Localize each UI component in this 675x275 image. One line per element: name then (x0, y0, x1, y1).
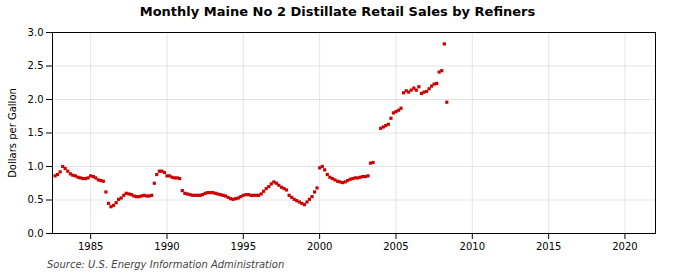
html-text:Monthly Maine No 2 Distillate: Monthly Maine No 2 Distillate Retail Sal… (139, 4, 536, 19)
svg-text:2.5: 2.5 (28, 60, 44, 71)
svg-text:0.0: 0.0 (28, 228, 44, 239)
svg-text:1.0: 1.0 (28, 161, 44, 172)
svg-text:1995: 1995 (231, 241, 256, 252)
svg-text:1985: 1985 (78, 241, 103, 252)
svg-text:2005: 2005 (383, 241, 408, 252)
svg-text:2015: 2015 (536, 241, 561, 252)
svg-text:3.0: 3.0 (28, 27, 44, 38)
svg-text:1990: 1990 (154, 241, 179, 252)
svg-text:2000: 2000 (307, 241, 332, 252)
html-text:Source: U.S. Energy Informatio: Source: U.S. Energy Information Administ… (47, 259, 285, 270)
svg-text:1.5: 1.5 (28, 127, 44, 138)
svg-text:2010: 2010 (460, 241, 485, 252)
svg-text:0.5: 0.5 (28, 194, 44, 205)
svg-text:2.0: 2.0 (28, 94, 44, 105)
svg-text:2020: 2020 (612, 241, 637, 252)
svg-text:Dollars per Gallon: Dollars per Gallon (7, 88, 18, 178)
